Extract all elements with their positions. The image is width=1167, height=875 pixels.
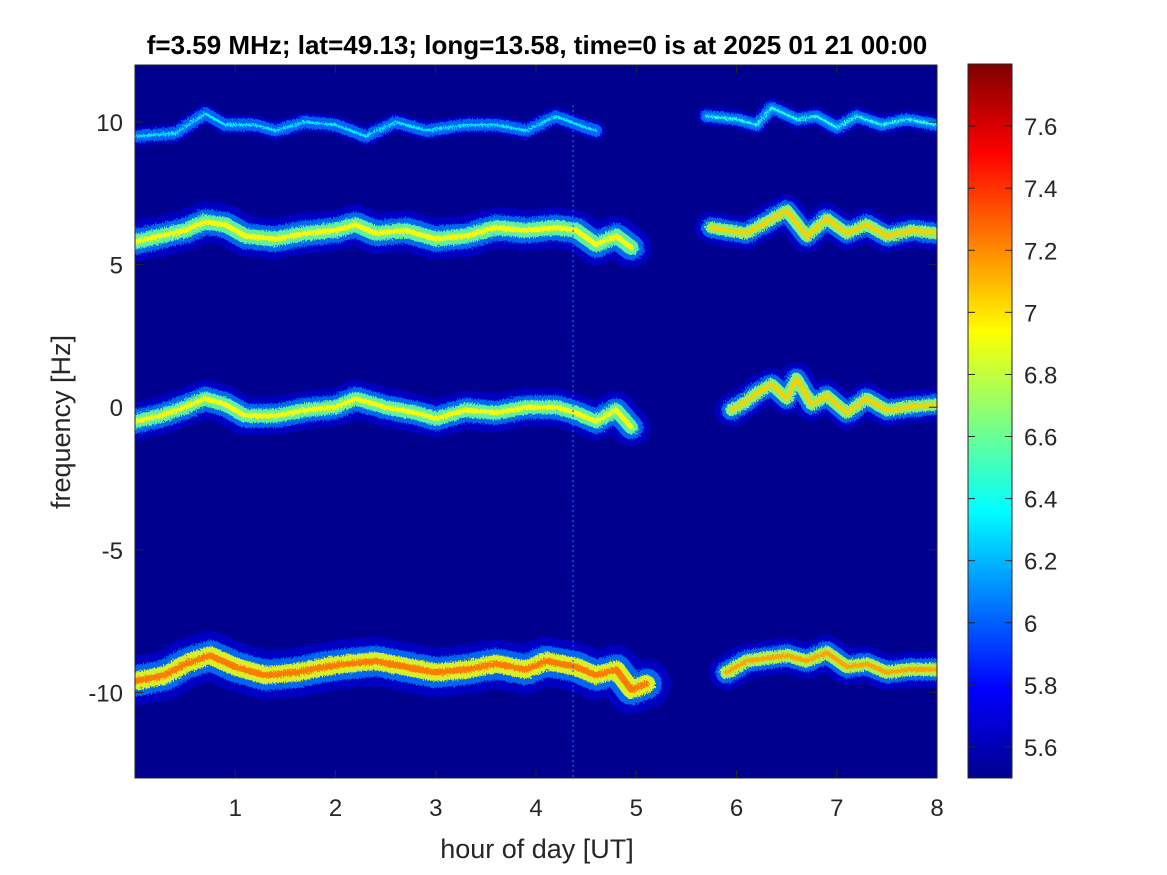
- colorbar-tick-label: 6.8: [1024, 362, 1057, 389]
- colorbar-tick-label: 6.2: [1024, 549, 1057, 576]
- y-tick-label: -10: [88, 680, 123, 707]
- trace-0-segment-0-layer-3: [135, 112, 598, 138]
- x-tick-label: 7: [830, 795, 843, 822]
- trace-3-segment-1-layer-3: [724, 650, 937, 675]
- trace-1-segment-1-layer-3: [709, 208, 937, 239]
- colorbar-tick-label: 7.6: [1024, 114, 1057, 141]
- trace-2-segment-0-layer-3: [135, 396, 634, 430]
- trace-1-segment-0-layer-3: [135, 219, 634, 251]
- colorbar: [967, 63, 1013, 779]
- x-tick-label: 3: [429, 795, 442, 822]
- colorbar-tick-label: 7.4: [1024, 176, 1057, 203]
- x-tick-label: 6: [730, 795, 743, 822]
- spectrogram-traces: [135, 98, 937, 714]
- colorbar-tick-label: 6: [1024, 611, 1037, 638]
- colorbar-tick-label: 7: [1024, 300, 1037, 327]
- colorbar-tick-label: 7.2: [1024, 238, 1057, 265]
- chart-title: f=3.59 MHz; lat=49.13; long=13.58, time=…: [147, 30, 927, 60]
- y-tick-label: 5: [110, 253, 123, 280]
- trace-0-segment-1-layer-3: [705, 106, 937, 129]
- y-tick-label: 0: [110, 395, 123, 422]
- x-tick-label: 2: [329, 795, 342, 822]
- y-axis-ticks: 10 5 0 -5 -10: [88, 110, 937, 707]
- colorbar-tick-label: 5.6: [1024, 735, 1057, 762]
- colorbar-tick-label: 6.4: [1024, 487, 1057, 514]
- trace-3-segment-0-layer-3: [135, 652, 650, 693]
- y-axis-label: frequency [Hz]: [46, 335, 76, 509]
- colorbar-tick-label: 6.6: [1024, 425, 1057, 452]
- colorbar-ticks: 7.6 7.4 7.2 7 6.8 6.6 6.4 6.2 6 5.8 5.6: [968, 114, 1057, 762]
- y-tick-label: -5: [102, 538, 123, 565]
- x-tick-label: 4: [529, 795, 542, 822]
- x-axis-label: hour of day [UT]: [440, 834, 634, 864]
- x-axis-ticks: 1 2 3 4 5 6 7 8: [229, 65, 944, 822]
- y-tick-label: 10: [96, 110, 123, 137]
- x-tick-label: 1: [229, 795, 242, 822]
- trace-2-segment-1-layer-3: [729, 376, 937, 416]
- x-tick-label: 8: [930, 795, 943, 822]
- colorbar-tick-label: 5.8: [1024, 673, 1057, 700]
- x-tick-label: 5: [630, 795, 643, 822]
